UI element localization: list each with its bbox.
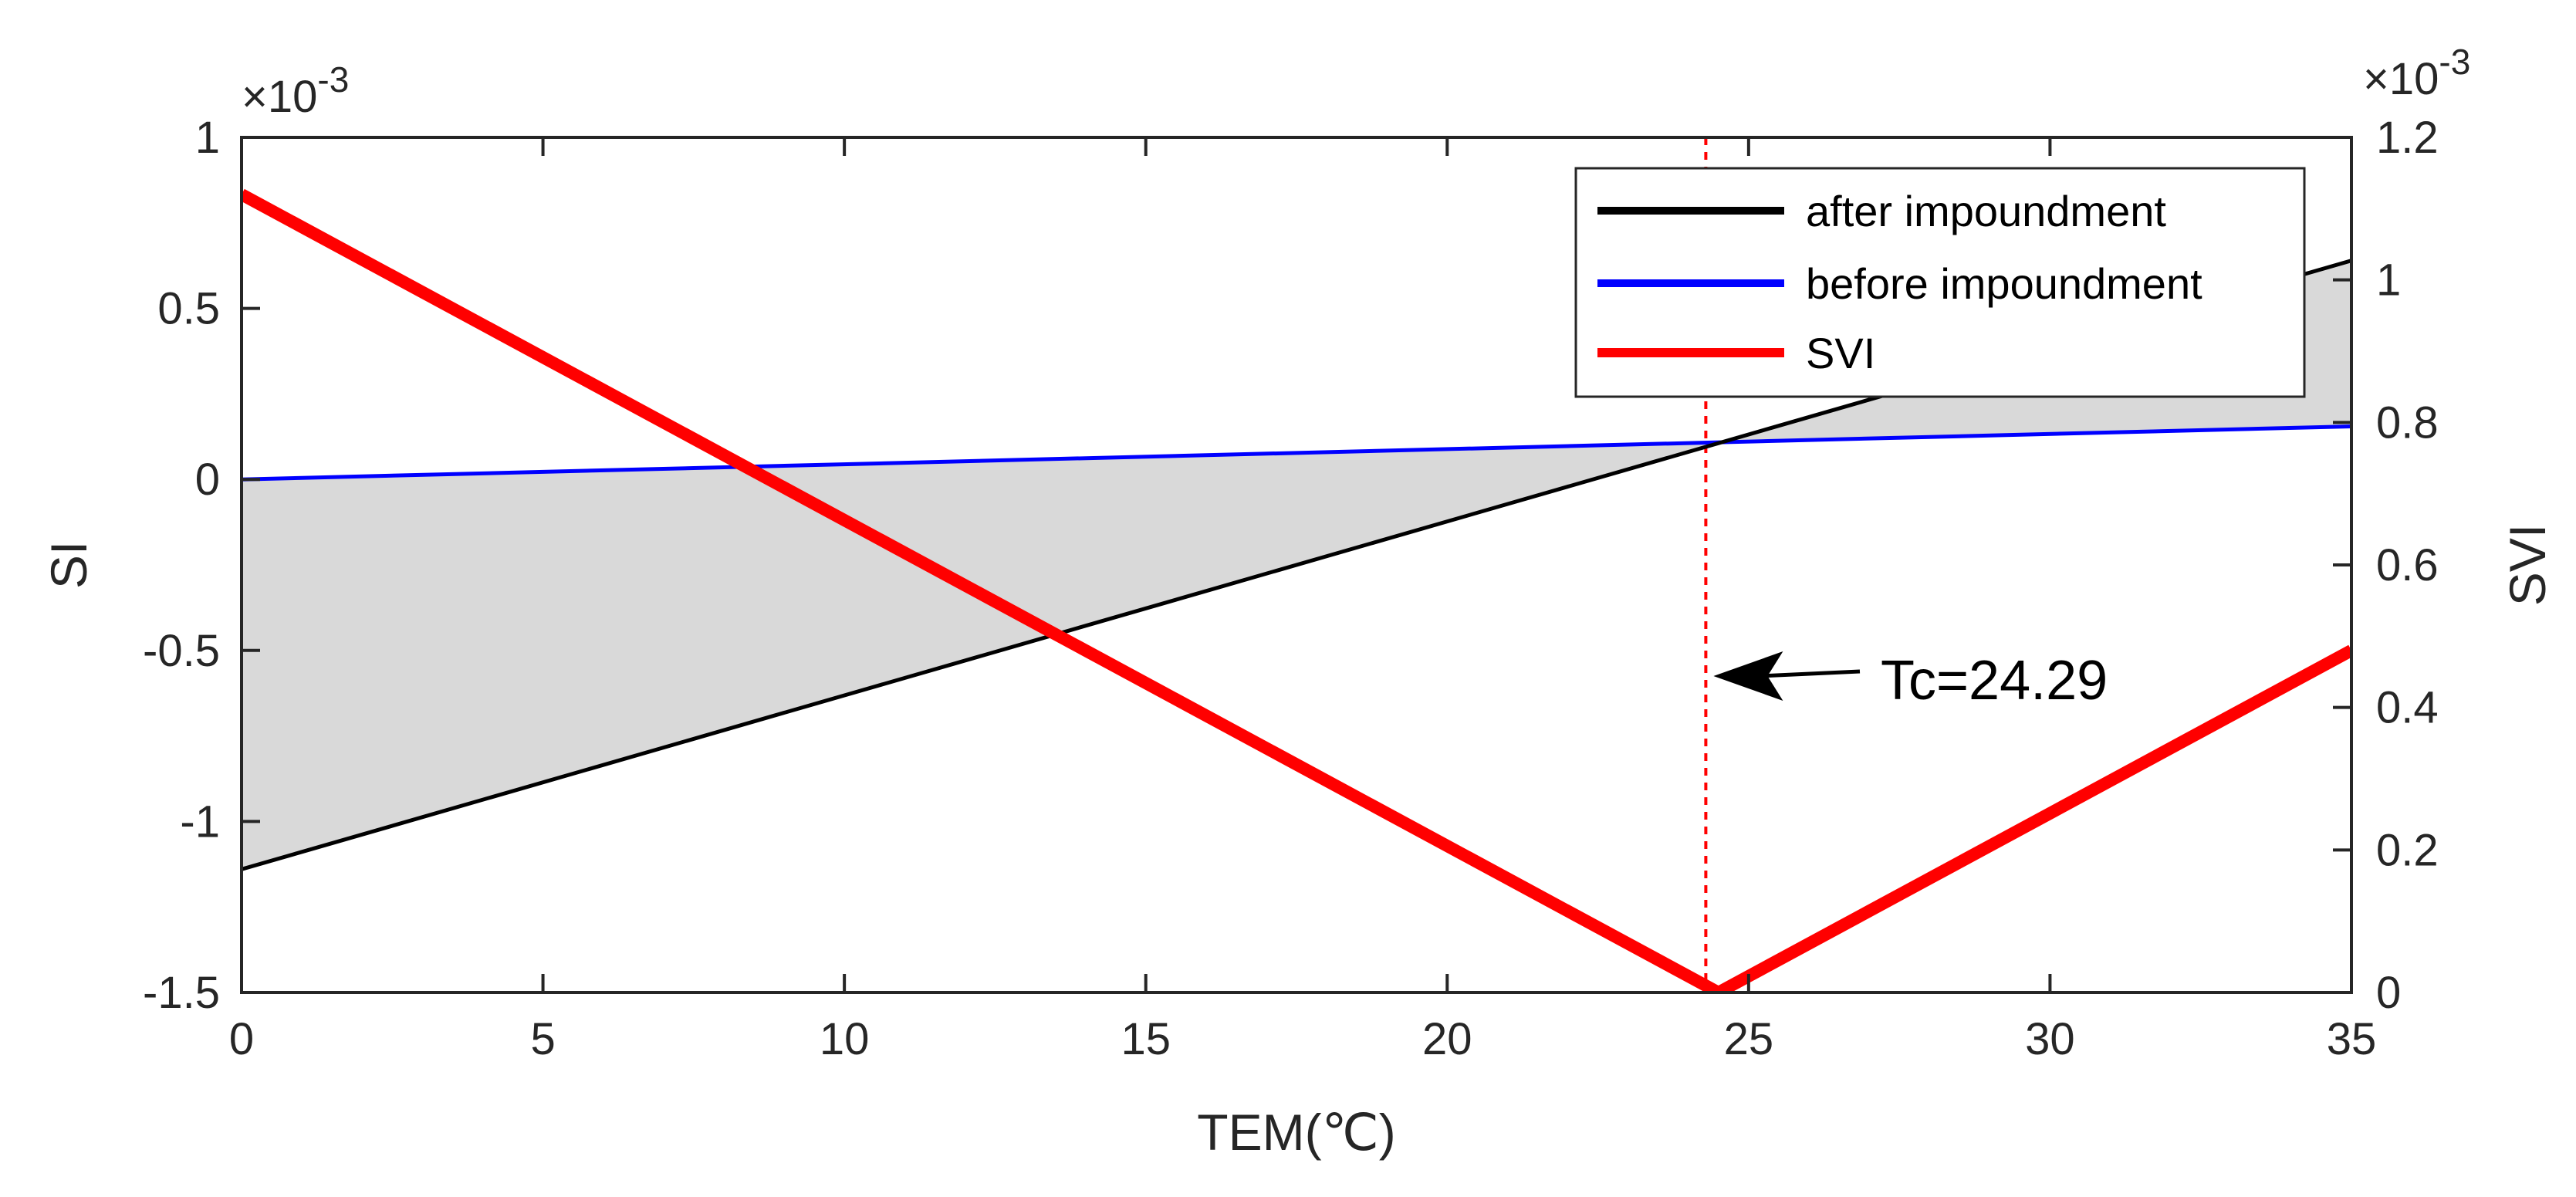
y-right-tick-label: 0.4: [2376, 683, 2439, 733]
y-right-axis-title: SVI: [2499, 524, 2556, 606]
y-left-tick-labels: 1 0.5 0 -0.5 -1 -1.5: [143, 113, 220, 1018]
y-left-tick-label: -1: [180, 796, 220, 847]
y-right-tick-labels: 1.2 1 0.8 0.6 0.4 0.2 0: [2376, 113, 2439, 1018]
legend-label-after-impoundment: after impoundment: [1806, 187, 2166, 235]
x-axis-title: TEM(℃): [1197, 1104, 1395, 1161]
y-right-tick-label: 1: [2376, 255, 2401, 306]
x-tick-label: 15: [1121, 1014, 1171, 1064]
x-tick-label: 25: [1724, 1014, 1774, 1064]
y-left-tick-label: 1: [195, 113, 220, 163]
x-tick-label: 30: [2025, 1014, 2075, 1064]
annotation-arrow-shaft: [1760, 669, 1861, 678]
legend-label-svi: SVI: [1806, 329, 1875, 377]
annotation-arrow-head: [1713, 651, 1783, 701]
y-right-tick-label: 0.8: [2376, 397, 2439, 448]
x-tick-label: 5: [530, 1014, 555, 1064]
legend-label-before-impoundment: before impoundment: [1806, 259, 2202, 308]
y-right-tick-label: 0.6: [2376, 540, 2439, 590]
annotation: Tc=24.29: [1713, 650, 2108, 712]
axis-ticks: [240, 136, 2353, 994]
x-tick-label: 20: [1422, 1014, 1472, 1064]
y-left-tick-label: 0.5: [157, 284, 220, 334]
y-right-tick-label: 1.2: [2376, 113, 2439, 163]
y-left-exponent: ×10-3: [242, 59, 349, 122]
series-line-svi: [242, 188, 2351, 992]
y-right-tick-label: 0.2: [2376, 825, 2439, 875]
y-left-tick-label: -0.5: [143, 626, 220, 676]
x-tick-labels: 0 5 10 15 20 25 30 35: [229, 1014, 2376, 1064]
legend: after impoundment before impoundment SVI: [1574, 167, 2306, 398]
y-left-tick-label: -1.5: [143, 968, 220, 1018]
y-left-tick-label: 0: [195, 455, 220, 505]
annotation-label: Tc=24.29: [1881, 650, 2108, 712]
y-right-tick-label: 0: [2376, 968, 2401, 1018]
x-tick-label: 35: [2327, 1014, 2377, 1064]
x-tick-label: 10: [820, 1014, 870, 1064]
x-tick-label: 0: [229, 1014, 254, 1064]
series-line-before-impoundment: [242, 424, 2351, 482]
y-left-axis-title: SI: [40, 541, 97, 589]
y-right-exponent: ×10-3: [2363, 42, 2470, 104]
